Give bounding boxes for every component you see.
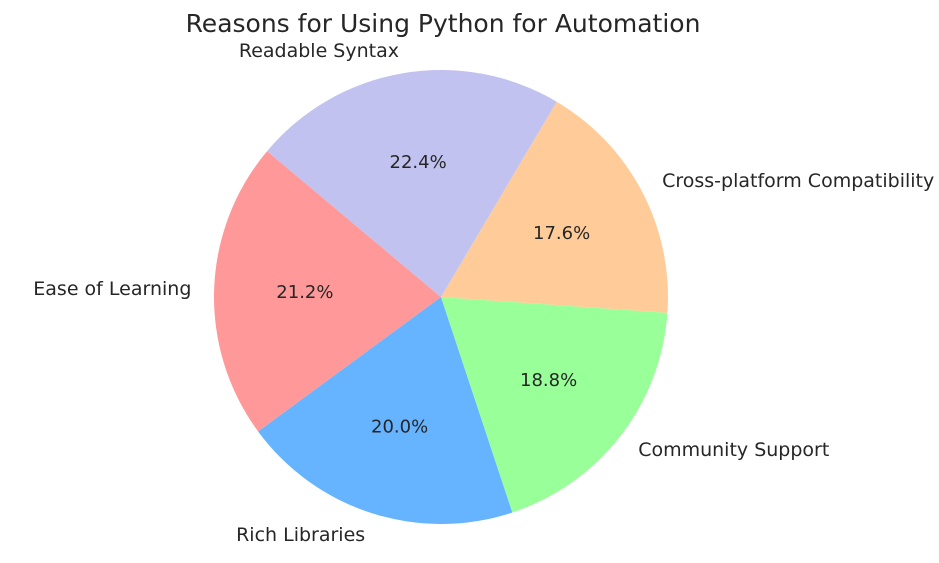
pie-slice-pct-rich-libraries: 20.0%	[371, 416, 428, 437]
chart-title: Reasons for Using Python for Automation	[186, 9, 701, 38]
pie-slice-label-readable-syntax: Readable Syntax	[239, 40, 399, 62]
pie-slice-pct-cross-platform-compatibility: 17.6%	[533, 223, 590, 244]
pie-slice-readable-syntax	[267, 69, 557, 297]
pie-slice-label-cross-platform-compatibility: Cross-platform Compatibility	[662, 170, 934, 192]
pie-slice-label-community-support: Community Support	[638, 439, 829, 461]
pie-slice-label-rich-libraries: Rich Libraries	[236, 524, 365, 546]
pie-wedges-group	[214, 69, 669, 524]
pie-slice-pct-community-support: 18.8%	[520, 370, 577, 391]
pie-slice-rich-libraries	[258, 297, 513, 524]
pie-slice-label-ease-of-learning: Ease of Learning	[33, 278, 191, 300]
pie-slice-pct-readable-syntax: 22.4%	[390, 152, 447, 173]
pie-labels-group: 21.2% Ease of Learning 20.0% Rich Libraries…	[33, 40, 934, 546]
pie-slice-ease-of-learning	[214, 151, 441, 432]
pie-slice-cross-platform-compatibility	[441, 101, 669, 313]
pie-slice-pct-ease-of-learning: 21.2%	[276, 282, 333, 303]
pie-slice-community-support	[441, 297, 668, 513]
